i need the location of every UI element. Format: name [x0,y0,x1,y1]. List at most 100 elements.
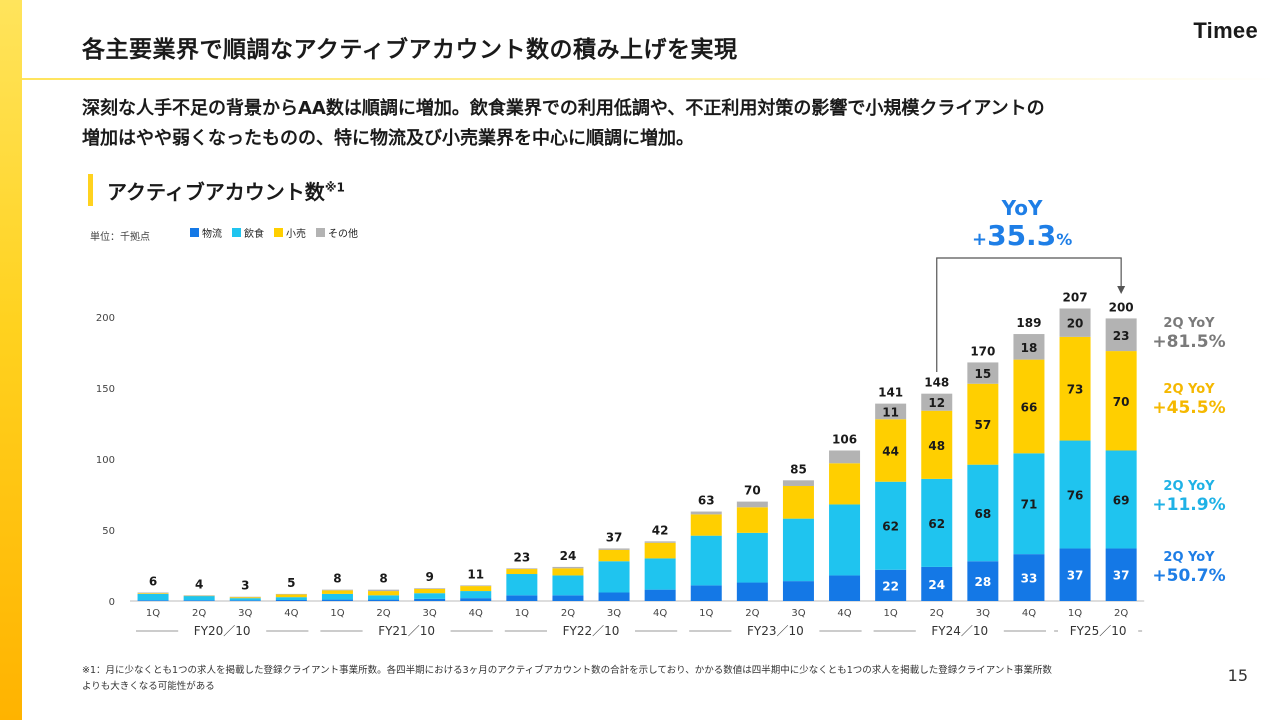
total-value-label: 11 [467,567,484,581]
total-value-label: 37 [606,530,623,544]
fiscal-year-label: FY24／10 [931,624,988,638]
bar-segment [552,595,584,601]
bar-segment [782,480,814,486]
bar-segment [275,593,307,595]
bar-segment [736,501,768,508]
yoy-arrow-head [1117,286,1126,294]
bar-segment [1013,334,1045,360]
segment-value-label: 62 [928,517,945,531]
segment-value-label: 11 [882,405,899,419]
x-tick-label: 3Q [976,608,990,619]
bar-segment [829,504,861,576]
total-value-label: 8 [333,572,341,586]
segment-value-label: 70 [1113,395,1130,409]
bar-segment [1105,351,1137,451]
bar-segment [782,485,814,519]
bar-segment [460,586,492,592]
bar-segment [829,463,861,505]
legend-label: 物流 [202,229,222,240]
bar-segment [967,362,999,384]
fiscal-year-label: FY25／10 [1070,624,1127,638]
segment-value-label: 48 [928,439,945,453]
bar-segment [183,600,215,601]
bar-segment [275,594,307,598]
lead-line-1: 深刻な人手不足の背景からAA数は順調に増加。飲食業界での利用低調や、不正利用対策… [82,98,1045,119]
bar-segment [829,450,861,464]
bar-segment [368,589,400,592]
bar-segment [506,568,538,570]
bar-segment [598,592,630,601]
legend-swatch [316,228,325,237]
bar-segment [229,598,261,601]
bar-segment [1059,308,1091,337]
brand-logo: Timee [1193,18,1258,43]
x-tick-label: 1Q [515,608,529,619]
total-value-label: 23 [513,550,530,564]
bar-segment [414,598,446,601]
total-value-label: 106 [832,432,857,446]
bar-segment [552,568,584,576]
x-tick-label: 2Q [561,608,575,619]
bar-segment [598,549,630,562]
bar-segment [552,566,584,569]
total-value-label: 207 [1063,290,1088,304]
segment-value-label: 62 [882,520,899,534]
bar-segment [875,403,907,420]
legend-label: 飲食 [244,229,264,240]
bar-segment [414,588,446,594]
bar-segment [644,541,676,543]
segment-value-label: 28 [974,575,991,589]
page-title: 各主要業界で順調なアクティブアカウント数の積み上げを実現 [82,37,738,63]
segment-value-label: 66 [1021,400,1038,414]
yoy-logistics-value: +50.7% [1152,566,1226,586]
total-value-label: 63 [698,494,715,508]
bar-segment [598,548,630,550]
bar-segment [183,595,215,596]
legend-item: 物流 [190,225,222,240]
segment-value-label: 22 [882,579,899,593]
segment-value-label: 73 [1067,383,1084,397]
lead-line-2: 増加はやや弱くなったものの、特に物流及び小売業界を中心に順調に増加。 [82,128,694,149]
total-value-label: 9 [425,570,433,584]
bar-segment [137,593,169,601]
yoy-logistics-label: 2Q YoY [1163,550,1215,565]
segment-value-label: 68 [974,507,991,521]
segment-value-label: 12 [928,396,945,410]
x-tick-label: 3Q [791,608,805,619]
bar-segment [736,532,768,583]
y-tick-label: 0 [109,597,115,608]
x-tick-label: 1Q [330,608,344,619]
bar-segment [368,595,400,600]
x-tick-label: 2Q [192,608,206,619]
y-tick-label: 200 [96,313,115,324]
x-tick-label: 1Q [699,608,713,619]
legend-label: その他 [328,229,358,240]
segment-value-label: 57 [974,418,991,432]
yoy-callout: YoY +35.3% [972,196,1072,256]
x-tick-label: 2Q [930,608,944,619]
section-marker [88,174,93,206]
yoy-other-label: 2Q YoY [1163,316,1215,331]
total-value-label: 42 [652,523,669,537]
yoy-retail-value: +45.5% [1152,398,1226,418]
bar-segment [921,393,953,411]
bar-segment [598,561,630,593]
x-tick-label: 4Q [469,608,483,619]
bar-segment [275,597,307,601]
yoy-food-value: +11.9% [1152,495,1226,515]
yoy-label: YoY [1001,196,1043,220]
segment-value-label: 20 [1067,317,1084,331]
total-value-label: 141 [878,386,903,400]
total-value-label: 170 [970,344,995,358]
bar-segment [506,569,538,575]
bar-segment [229,600,261,601]
x-tick-label: 1Q [1068,608,1082,619]
bar-segment [321,593,353,600]
segment-value-label: 71 [1021,498,1038,512]
bar-segment [829,575,861,601]
segment-value-label: 23 [1113,329,1130,343]
bar-segment [782,518,814,582]
bar-segment [1059,548,1091,601]
bar-segment [552,575,584,596]
bar-segment [1059,440,1091,549]
